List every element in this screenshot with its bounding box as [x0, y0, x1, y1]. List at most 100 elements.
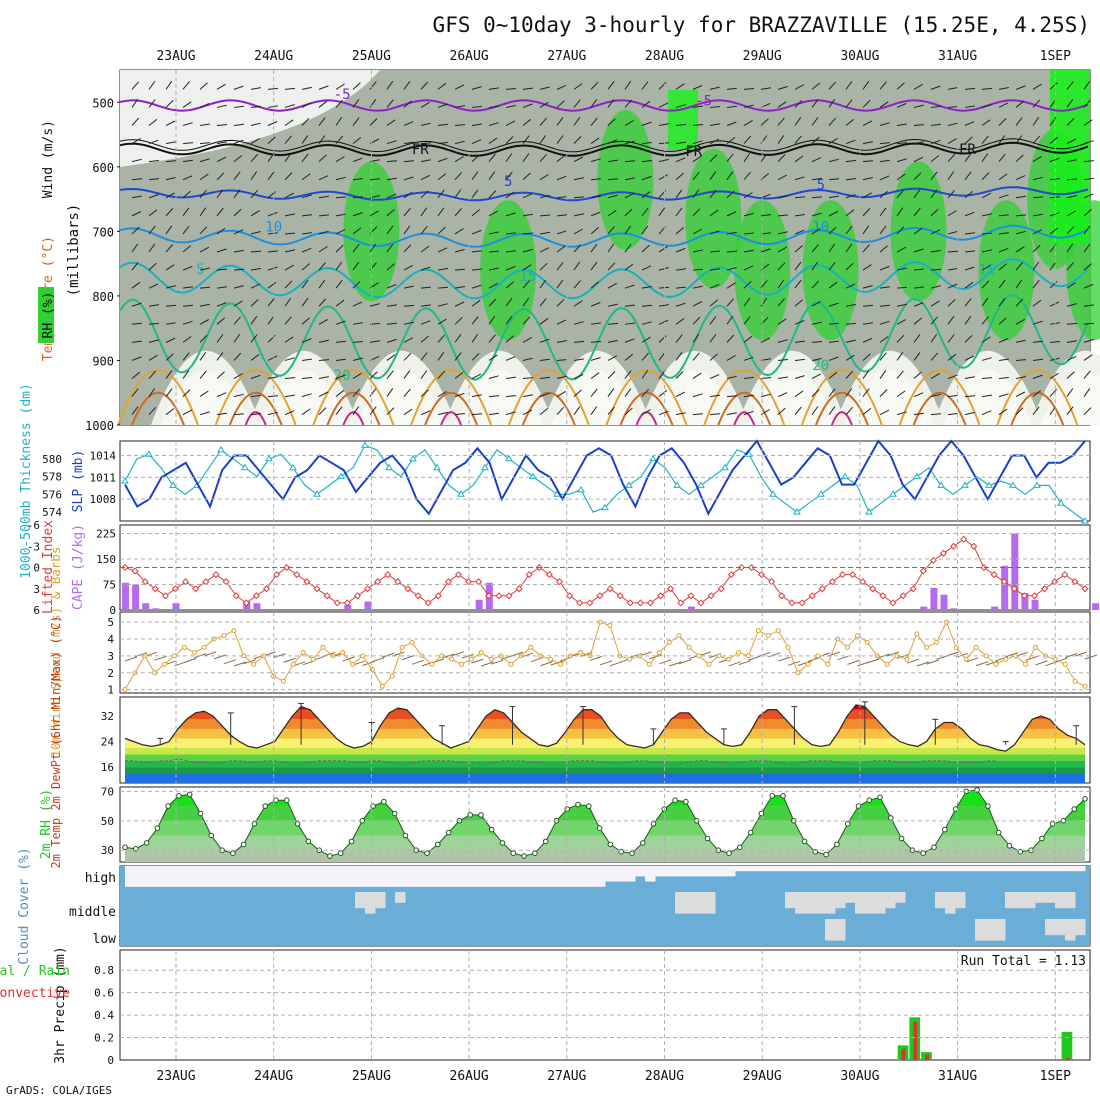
- surface-wind-barb: [906, 658, 920, 664]
- wind-barb: [454, 208, 462, 217]
- wind-barb: [998, 173, 1008, 181]
- wind-barb: [505, 191, 515, 199]
- wind-barb: [148, 118, 158, 126]
- wind-barb: [335, 135, 344, 144]
- wind-speed-point: [320, 644, 326, 650]
- wind-barb: [386, 99, 394, 108]
- cloud-clear-block: [155, 866, 166, 887]
- wind-barb: [930, 171, 938, 181]
- wind-barb: [998, 297, 1006, 307]
- lifted-index-point: [1051, 578, 1059, 586]
- wind-barb: [709, 250, 720, 253]
- cloud-clear-block: [315, 866, 326, 887]
- wind-barb: [1032, 155, 1042, 163]
- wind-barb: [811, 99, 819, 108]
- lifted-index-point: [788, 599, 796, 607]
- wind-barb: [165, 322, 176, 325]
- wind-barb: [777, 154, 786, 163]
- wind-barb: [471, 229, 482, 235]
- wind-barb: [505, 120, 516, 126]
- wind-barb: [692, 228, 703, 235]
- cloud-clear-block: [245, 866, 256, 887]
- wind-speed-point: [508, 661, 514, 667]
- wind-barb: [488, 250, 500, 253]
- temperature-band: [125, 719, 1085, 729]
- wind-barb: [386, 370, 394, 379]
- lifted-index-point: [646, 599, 655, 607]
- wind-barb: [709, 86, 720, 90]
- date-label-top: 1SEP: [1040, 49, 1071, 64]
- wind-barb: [794, 135, 802, 144]
- wind-barb: [386, 388, 394, 397]
- chart-title: GFS 0~10day 3-hourly for BRAZZAVILLE (15…: [433, 13, 1090, 37]
- wind-barb: [1032, 390, 1042, 397]
- wind-barb: [522, 264, 532, 271]
- millibars-label: (millibars): [66, 204, 82, 297]
- rh-moist-band: [734, 200, 791, 341]
- wind-barb: [522, 316, 531, 325]
- wind-barb: [930, 189, 938, 199]
- wind-barb: [879, 122, 890, 126]
- wind-barb: [539, 153, 548, 162]
- wind-speed-point: [686, 644, 692, 650]
- wind-barb: [471, 209, 481, 217]
- wind-barb: [777, 262, 786, 271]
- wind-barb: [828, 388, 836, 397]
- cloud-clear-block: [1025, 866, 1036, 872]
- rh-tick: 70: [101, 785, 114, 798]
- wind-barb: [1049, 212, 1060, 217]
- wind-barb: [522, 213, 533, 217]
- cloud-clear-block: [975, 919, 986, 941]
- wind-barb: [777, 195, 788, 199]
- wind-barb: [624, 99, 633, 108]
- wind-barb: [930, 285, 941, 289]
- wind-barb: [335, 358, 346, 361]
- lifted-index-point: [404, 585, 412, 593]
- wind-barb: [420, 142, 432, 145]
- cloud-clear-block: [1055, 919, 1066, 936]
- wind-barb: [284, 153, 292, 162]
- cloud-clear-block: [455, 866, 466, 887]
- wind-barb: [930, 372, 940, 379]
- wind-barb: [913, 172, 922, 181]
- wind-barb: [386, 338, 397, 343]
- slp-tick: 1014: [90, 450, 117, 463]
- rh-point: [985, 803, 991, 809]
- wind-barb: [522, 394, 533, 398]
- cloud-clear-block: [395, 892, 406, 903]
- wind-barb: [828, 81, 837, 90]
- wind-barb: [845, 178, 856, 181]
- wind-barb: [420, 122, 431, 126]
- cloud-clear-block: [785, 866, 796, 872]
- isotherm-25: [410, 369, 493, 426]
- wind-barb: [777, 339, 788, 343]
- lifted-index-point: [454, 571, 463, 579]
- cloud-clear-block: [735, 866, 746, 872]
- wind-barb: [981, 280, 990, 289]
- wind-barb: [556, 406, 565, 416]
- wind-barb: [556, 230, 567, 235]
- wind-speed-point: [736, 650, 742, 655]
- cloud-clear-block: [935, 866, 946, 872]
- wind-barb: [981, 213, 992, 217]
- wind-barb: [1015, 135, 1023, 144]
- thickness-tick: 574: [42, 506, 62, 519]
- wind-barb: [267, 298, 275, 307]
- cloud-clear-block: [395, 866, 406, 887]
- wind-barb: [998, 87, 1009, 90]
- wind-barb: [352, 280, 361, 289]
- rh-dry-lobe: [551, 370, 642, 425]
- wind-barb: [1049, 280, 1058, 289]
- wind-barb: [1032, 196, 1044, 199]
- date-label-bottom: 29AUG: [743, 1069, 782, 1084]
- wind-barb: [454, 189, 462, 199]
- rh-moist-band: [480, 200, 537, 341]
- wind-barb: [250, 87, 261, 90]
- wind-barb: [811, 82, 821, 90]
- cloud-clear-block: [1025, 892, 1036, 909]
- rh-point: [370, 803, 376, 809]
- wind-barb: [1066, 406, 1074, 415]
- wind-barb: [182, 159, 193, 163]
- wind-barb: [913, 302, 924, 307]
- wind-speed-point: [577, 650, 583, 655]
